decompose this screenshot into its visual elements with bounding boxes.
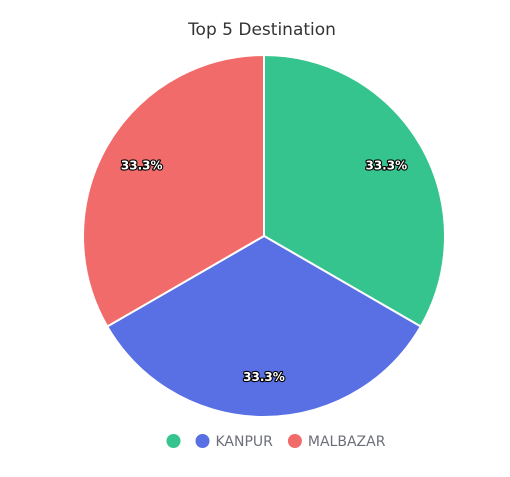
legend-label: KANPUR <box>216 434 274 450</box>
slice-data-label: 33.3% <box>243 370 285 384</box>
slice-data-label: 33.3% <box>365 158 407 172</box>
legend-item-malbazar[interactable]: MALBAZAR <box>287 434 386 450</box>
legend-label: MALBAZAR <box>308 434 386 450</box>
pie-slice-unlabeled[interactable] <box>263 54 446 328</box>
slice-labels: 33.3% 33.3% 33.3% <box>120 157 408 385</box>
legend-item-unlabeled[interactable] <box>166 434 181 448</box>
slice-data-label: 33.3% <box>121 158 163 172</box>
pie-slice-malbazar[interactable] <box>82 54 265 328</box>
legend: KANPUR MALBAZAR <box>166 434 386 450</box>
pie-slices <box>82 54 446 419</box>
legend-marker <box>166 434 181 448</box>
legend-item-kanpur[interactable]: KANPUR <box>195 434 274 450</box>
chart-title: Top 5 Destination <box>187 20 336 40</box>
legend-marker <box>195 434 210 448</box>
legend-marker <box>287 434 302 448</box>
